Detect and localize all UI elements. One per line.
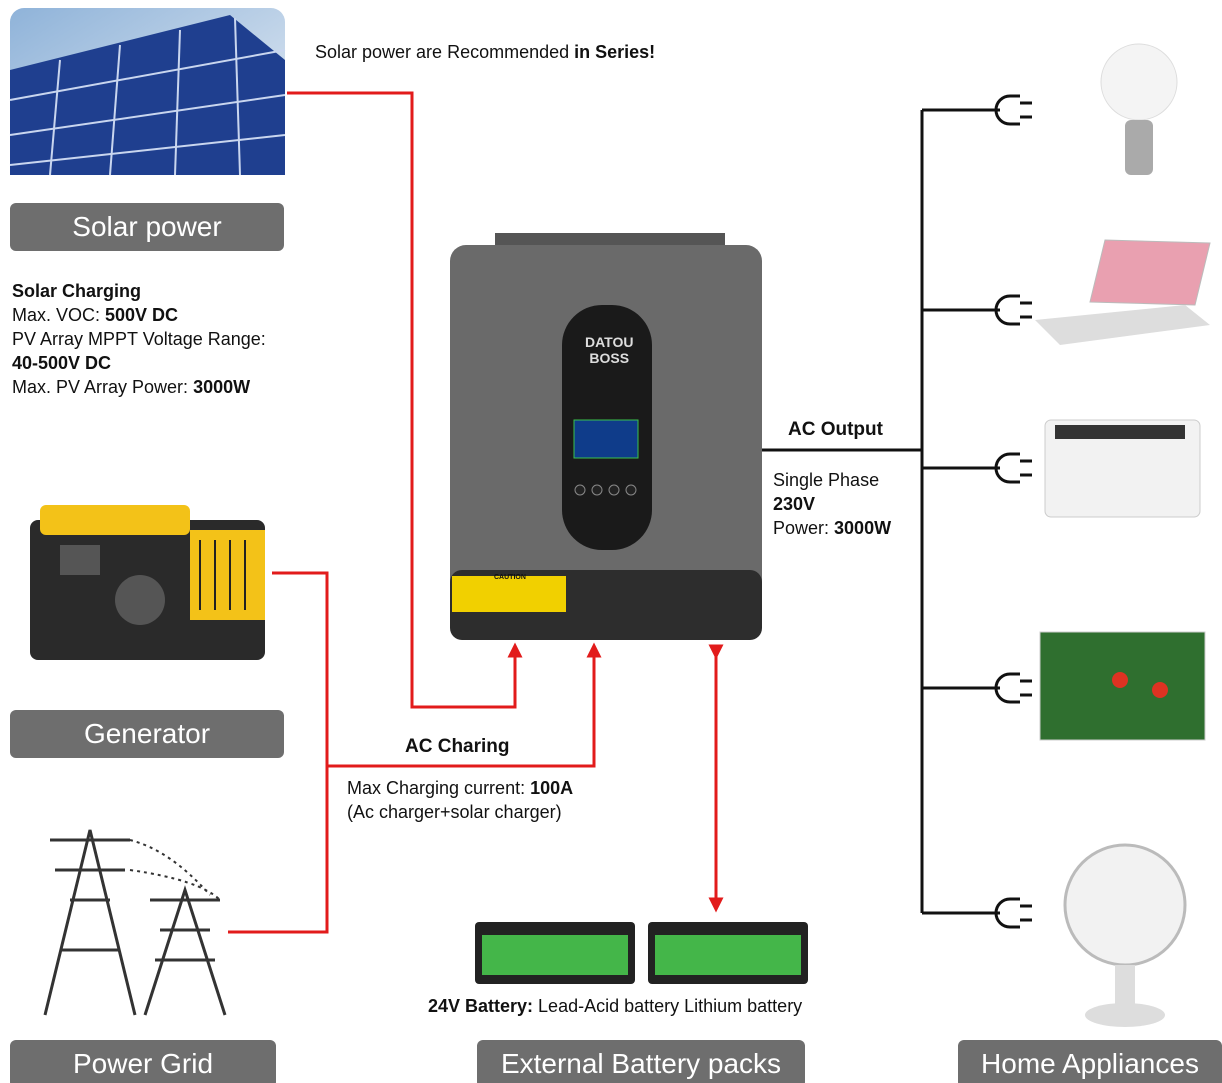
ac-output-specs: Single Phase 230V Power: 3000W [773,468,891,540]
shape [1090,240,1210,305]
generator-image [30,505,265,660]
label: Generator [10,710,284,758]
text: Lead-Acid battery Lithium battery [533,996,802,1016]
text: 24V Battery: [428,996,533,1016]
text: PV Array MPPT Voltage Range: [12,327,266,351]
shape [60,545,100,575]
text: Max Charging current: [347,778,530,798]
text: Power: [773,518,834,538]
shape [115,575,165,625]
text: Single Phase [773,468,891,492]
shape [996,296,1032,324]
shape [190,530,265,620]
shape [592,485,602,495]
text: in Series! [574,42,655,62]
shape [1125,120,1153,175]
diagram [0,0,1222,1083]
text: Max. PV Array Power: [12,377,193,397]
page: Solar power are Recommended in Series! S… [0,0,1222,1083]
text: Power: 3000W [773,516,891,540]
shape [145,890,225,1015]
shape [609,485,619,495]
text: 3000W [193,377,250,397]
shape [626,485,636,495]
text: (Ac charger+solar charger) [347,800,573,824]
shape [1085,1003,1165,1027]
text: 230V [773,492,891,516]
text: 3000W [834,518,891,538]
shape [1101,44,1177,120]
shape [1035,305,1210,345]
text: DATOU [585,334,633,350]
shape [996,899,1032,927]
ac-charging-specs: Max Charging current: 100A (Ac charger+s… [347,776,573,824]
shape [1152,682,1168,698]
text: Solar power are Recommended [315,42,574,62]
batteries [475,922,808,984]
shape [1112,672,1128,688]
ac-charging-title: AC Charing [405,735,510,759]
shape [655,935,801,975]
shape [45,830,135,1015]
text: 100A [530,778,573,798]
label: Solar power [10,203,284,251]
label: External Battery packs [477,1040,805,1083]
text: Max. VOC: 500V DC [12,303,266,327]
shape [996,674,1032,702]
text: BOSS [585,350,633,366]
shape [575,485,585,495]
text: Max Charging current: 100A [347,776,573,800]
shape [574,420,638,458]
solar-specs: Solar Charging Max. VOC: 500V DC PV Arra… [12,279,266,399]
text: Max. PV Array Power: 3000W [12,375,266,399]
text: 40-500V DC [12,351,266,375]
shape [996,96,1032,124]
power-grid-image [45,830,225,1015]
label: Home Appliances [958,1040,1222,1083]
shape [40,505,190,535]
caution: CAUTION [494,574,526,582]
text: 500V DC [105,305,178,325]
shape [482,935,628,975]
shape [130,840,220,900]
appliance-images [1035,44,1210,1027]
text: Solar Charging [12,279,266,303]
shape [1055,425,1185,439]
battery-text: 24V Battery: Lead-Acid battery Lithium b… [428,994,802,1018]
text: Max. VOC: [12,305,105,325]
shape [996,454,1032,482]
shape [1065,845,1185,965]
label: Power Grid [10,1040,276,1083]
top-note: Solar power are Recommended in Series! [315,40,655,64]
ac-output-title: AC Output [788,418,883,442]
